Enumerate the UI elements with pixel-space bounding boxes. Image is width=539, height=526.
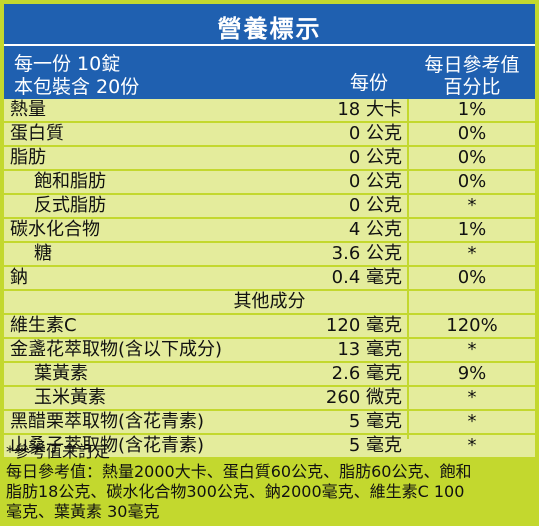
nutrient-row-sugar: 糖 3.6 公克 * bbox=[4, 243, 535, 267]
nutrient-pct: * bbox=[467, 195, 477, 216]
nutrient-pct: 0% bbox=[457, 171, 487, 192]
nutrient-name: 反式脂肪 bbox=[34, 195, 106, 216]
daily-value-header-line2: 百分比 bbox=[443, 76, 501, 98]
nutrient-row-sodium: 鈉 0.4 毫克 0% bbox=[4, 267, 535, 291]
serving-size: 每一份 10錠 bbox=[14, 53, 121, 75]
nutrient-name: 鈉 bbox=[10, 267, 28, 288]
nutrient-name: 脂肪 bbox=[10, 147, 46, 168]
nutrient-name: 飽和脂肪 bbox=[34, 171, 106, 192]
nutrient-amount: 0.4 毫克 bbox=[331, 267, 402, 288]
servings-per-pack: 本包裝含 20份 bbox=[14, 76, 140, 98]
section-title: 其他成分 bbox=[233, 291, 306, 312]
nutrient-pct: * bbox=[467, 243, 477, 264]
other-ingredients-header: 其他成分 bbox=[4, 291, 535, 315]
nutrient-name: 熱量 bbox=[10, 99, 46, 120]
ingredient-row-vitamin-c: 維生素C 120 毫克 120% bbox=[4, 315, 535, 339]
nutrient-row-calories: 熱量 18 大卡 1% bbox=[4, 99, 535, 123]
ingredient-name: 山桑子萃取物(含花青素) bbox=[10, 435, 205, 456]
daily-value-header-line1: 每日參考值 bbox=[424, 54, 520, 76]
ingredient-row-marigold-extract: 金盞花萃取物(含以下成分) 13 毫克 * bbox=[4, 339, 535, 363]
nutrition-header: 營養標示 每一份 10錠 本包裝含 20份 每份 每日參考值 百分比 bbox=[4, 4, 535, 99]
nutrient-row-protein: 蛋白質 0 公克 0% bbox=[4, 123, 535, 147]
footnote-dv-line1: 每日參考值：熱量2000大卡、蛋白質60公克、脂肪60公克、飽和 bbox=[6, 462, 472, 481]
ingredient-pct: * bbox=[467, 435, 477, 456]
ingredient-amount: 120 毫克 bbox=[325, 315, 402, 336]
nutrient-pct: 0% bbox=[457, 147, 487, 168]
ingredient-row-lutein: 葉黃素 2.6 毫克 9% bbox=[4, 363, 535, 387]
ingredient-pct: 120% bbox=[446, 315, 498, 336]
ingredient-name: 維生素C bbox=[10, 315, 77, 336]
ingredient-pct: * bbox=[467, 339, 477, 360]
ingredient-name: 黑醋栗萃取物(含花青素) bbox=[10, 411, 205, 432]
ingredient-row-blackcurrant-extract: 黑醋栗萃取物(含花青素) 5 毫克 * bbox=[4, 411, 535, 435]
ingredient-amount: 5 毫克 bbox=[348, 435, 402, 456]
nutrient-table: 熱量 18 大卡 1% 蛋白質 0 公克 0% 脂肪 0 公克 0% 飽和脂肪 … bbox=[4, 99, 535, 459]
nutrient-amount: 0 公克 bbox=[348, 147, 402, 168]
column-divider bbox=[407, 99, 409, 439]
header-divider bbox=[4, 44, 535, 46]
footnote-dv-line3: 毫克、葉黃素 30毫克 bbox=[6, 502, 160, 521]
nutrient-amount: 4 公克 bbox=[348, 219, 402, 240]
nutrient-name: 蛋白質 bbox=[10, 123, 64, 144]
ingredient-name: 金盞花萃取物(含以下成分) bbox=[10, 339, 223, 360]
ingredient-amount: 5 毫克 bbox=[348, 411, 402, 432]
nutrient-name: 糖 bbox=[34, 243, 52, 264]
nutrient-row-carbohydrate: 碳水化合物 4 公克 1% bbox=[4, 219, 535, 243]
nutrient-pct: 1% bbox=[457, 219, 487, 240]
ingredient-pct: * bbox=[467, 411, 477, 432]
nutrient-row-saturated-fat: 飽和脂肪 0 公克 0% bbox=[4, 171, 535, 195]
ingredient-amount: 13 毫克 bbox=[337, 339, 402, 360]
ingredient-row-bilberry-extract: 山桑子萃取物(含花青素) 5 毫克 * bbox=[4, 435, 535, 459]
nutrient-row-fat: 脂肪 0 公克 0% bbox=[4, 147, 535, 171]
nutrient-amount: 0 公克 bbox=[348, 123, 402, 144]
nutrient-amount: 18 大卡 bbox=[337, 99, 402, 120]
ingredient-amount: 260 微克 bbox=[325, 387, 402, 408]
ingredient-row-zeaxanthin: 玉米黃素 260 微克 * bbox=[4, 387, 535, 411]
nutrient-amount: 0 公克 bbox=[348, 171, 402, 192]
nutrient-name: 碳水化合物 bbox=[10, 219, 100, 240]
nutrient-amount: 0 公克 bbox=[348, 195, 402, 216]
footnote-dv-line2: 脂肪18公克、碳水化合物300公克、鈉2000毫克、維生素C 100 bbox=[6, 482, 465, 501]
nutrient-amount: 3.6 公克 bbox=[331, 243, 402, 264]
nutrient-pct: 1% bbox=[457, 99, 487, 120]
ingredient-pct: * bbox=[467, 387, 477, 408]
nutrition-title: 營養標示 bbox=[217, 15, 322, 43]
footnote-undefined: *參考值未訂定 bbox=[6, 442, 111, 461]
ingredient-amount: 2.6 毫克 bbox=[331, 363, 402, 384]
ingredient-pct: 9% bbox=[457, 363, 487, 384]
nutrient-pct: 0% bbox=[457, 123, 487, 144]
per-serving-header: 每份 bbox=[349, 72, 388, 94]
ingredient-name: 玉米黃素 bbox=[34, 387, 106, 408]
ingredient-name: 葉黃素 bbox=[34, 363, 88, 384]
nutrient-pct: 0% bbox=[457, 267, 487, 288]
nutrient-row-trans-fat: 反式脂肪 0 公克 * bbox=[4, 195, 535, 219]
